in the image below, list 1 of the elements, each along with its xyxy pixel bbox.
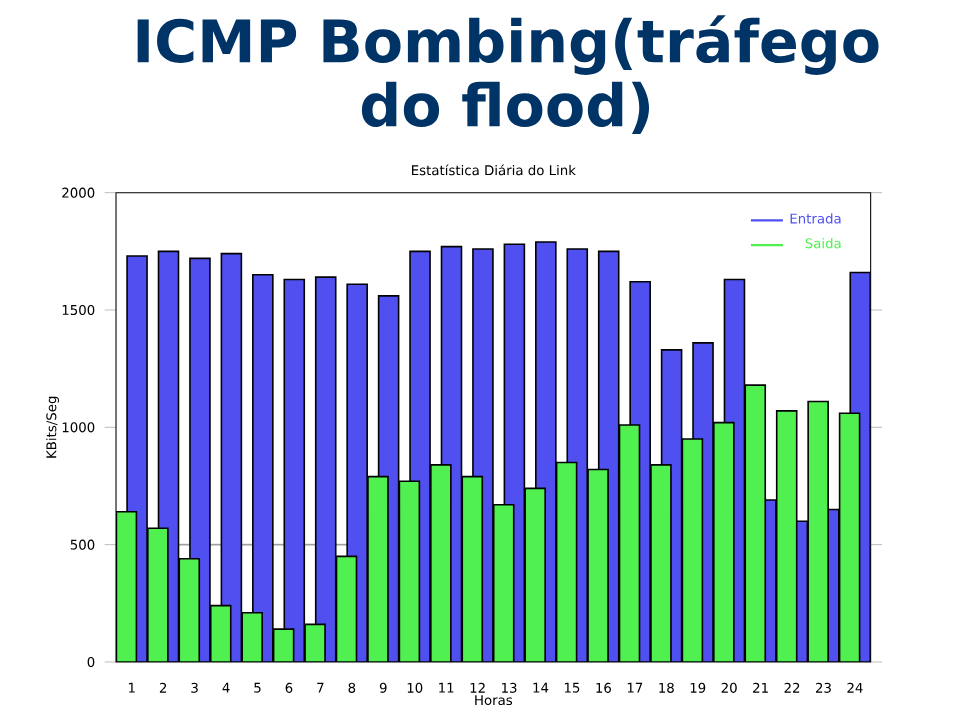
chart-title: ICMP Bombing(tráfego do flood) [137,15,879,134]
